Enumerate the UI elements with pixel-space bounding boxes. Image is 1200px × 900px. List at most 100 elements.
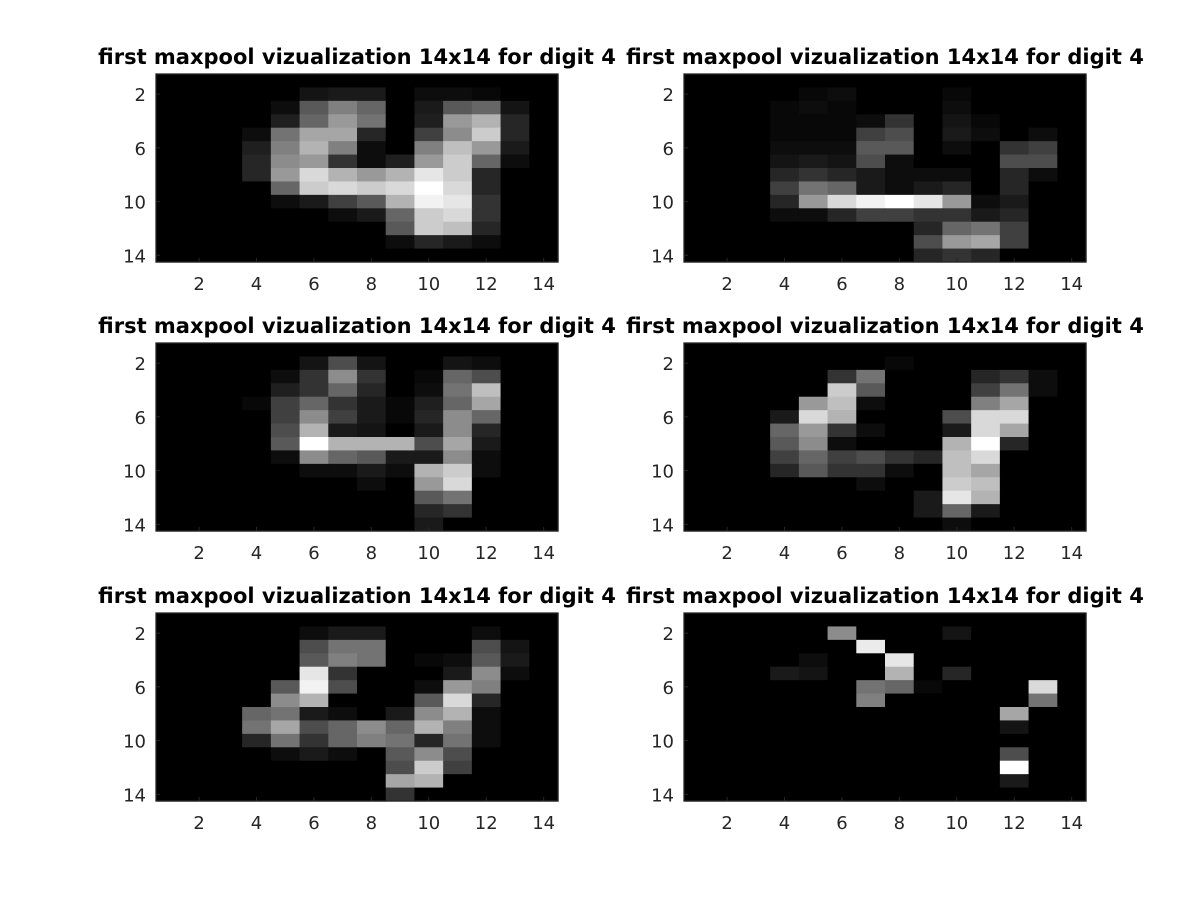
heatmap-cell [385,774,416,789]
heatmap-cell [856,141,886,156]
heatmap-cell [184,194,215,209]
heatmap-cell [385,100,416,115]
heatmap-cell [885,693,915,708]
heatmap-cell [270,141,301,156]
heatmap-cell [971,356,1001,371]
heatmap-cell [712,100,743,115]
heatmap-cell [270,181,301,196]
heatmap-cell [942,639,972,654]
heatmap-cell [999,141,1030,156]
heatmap-cell [500,356,530,371]
heatmap-cell [999,369,1030,384]
heatmap-cell [443,369,473,384]
heatmap-cell [1028,181,1058,196]
heatmap-cell [942,626,972,641]
heatmap-cell [443,517,473,532]
heatmap-cell [999,181,1030,196]
heatmap-cell [299,194,329,209]
x-tick-label: 8 [894,274,905,295]
heatmap-cell [971,450,1001,465]
heatmap-cell [827,437,857,452]
heatmap-cell [913,87,944,102]
heatmap-cell [1028,100,1058,115]
heatmap-cell [213,141,243,156]
heatmap-cell [385,707,416,722]
heatmap-cell [471,626,502,641]
heatmap-cell [529,733,559,748]
heatmap-cell [770,666,800,681]
heatmap-cell [999,114,1030,129]
x-tick-label: 10 [945,274,968,295]
heatmap-cell [500,504,530,519]
heatmap-cell [184,248,215,263]
heatmap-cell [798,423,829,438]
heatmap-cell [712,396,743,411]
x-tick-label: 14 [1060,813,1083,834]
heatmap-cell [357,356,387,371]
heatmap-cell [856,666,886,681]
heatmap-cell [827,423,857,438]
heatmap-cell [299,369,329,384]
heatmap-cell [942,168,972,183]
heatmap-cell [184,666,215,681]
heatmap-cell [270,760,301,775]
heatmap-cell [529,720,559,735]
heatmap-cell [213,504,243,519]
heatmap-cell [798,194,829,209]
heatmap-cell [184,693,215,708]
heatmap-cell [500,154,530,169]
heatmap-cell [798,517,829,532]
heatmap-cell [156,181,186,196]
heatmap-cell [184,747,215,762]
heatmap-cell [270,733,301,748]
heatmap-cell [414,639,444,654]
heatmap-cell [414,720,444,735]
heatmap-cell [299,181,329,196]
heatmap-cell [213,490,243,505]
heatmap-cell [827,707,857,722]
heatmap-cell [971,383,1001,398]
heatmap-cell [1057,221,1087,236]
heatmap-cell [856,450,886,465]
heatmap-cell [357,221,387,236]
heatmap-cell [1028,693,1058,708]
heatmap-cell [213,787,243,802]
heatmap-cells [156,613,559,802]
heatmap-cell [885,437,915,452]
heatmap-cell [385,127,416,142]
heatmap-cell [684,235,714,250]
heatmap-cell [414,504,444,519]
heatmap-cell [443,639,473,654]
heatmap-cell [1057,774,1087,789]
heatmap-cell [385,74,416,89]
heatmap-cell [798,666,829,681]
heatmap-cell [856,369,886,384]
heatmap-cell [213,653,243,668]
heatmap-cell [213,410,243,425]
heatmap-cell [798,127,829,142]
heatmap-cell [213,396,243,411]
x-tick-label: 2 [721,813,732,834]
heatmap-cell [471,707,502,722]
heatmap-cell [770,733,800,748]
y-tick-label: 14 [123,785,146,806]
heatmap-cell [184,787,215,802]
heatmap-cell [184,356,215,371]
heatmap-cell [1057,181,1087,196]
heatmap-cell [999,639,1030,654]
heatmap-cell [213,248,243,263]
heatmap-cell [798,100,829,115]
heatmap-cell [942,221,972,236]
heatmap-cell [184,639,215,654]
heatmap-cell [270,613,301,628]
heatmap-cell [913,504,944,519]
heatmap-cell [299,87,329,102]
heatmap-cell [242,504,272,519]
heatmap-cell [999,410,1030,425]
heatmap-cell [270,463,301,478]
heatmap-cell [798,774,829,789]
heatmap-cell [156,154,186,169]
heatmap-cell [712,235,743,250]
heatmap-cell [999,248,1030,263]
y-tick-label: 6 [135,678,146,699]
